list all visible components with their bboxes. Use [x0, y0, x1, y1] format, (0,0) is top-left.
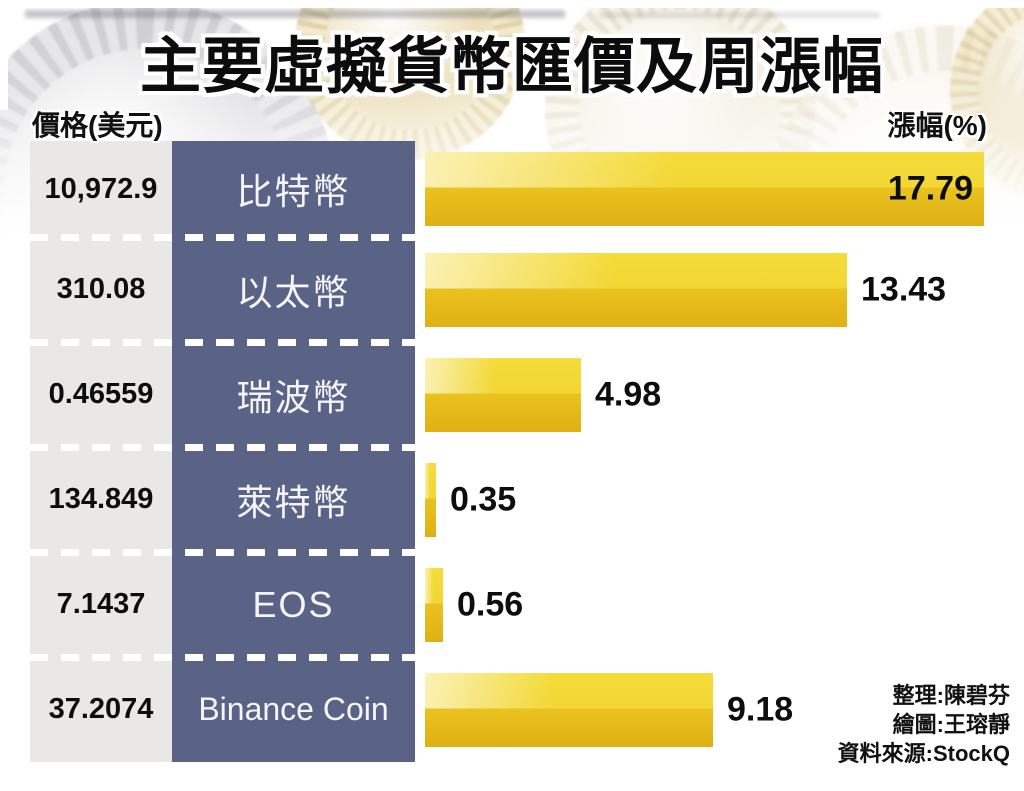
credit-source: 資料來源:StockQ: [837, 741, 1010, 766]
credit-illustrator: 繪圖:王瑢靜: [892, 712, 1010, 737]
currency-name: 以太幣: [172, 237, 415, 342]
change-value-label: 13.43: [861, 270, 947, 308]
currency-name: Binance Coin: [172, 657, 415, 762]
page-title: 主要虛擬貨幣匯價及周漲幅: [139, 32, 884, 100]
currency-name: 萊特幣: [172, 447, 415, 552]
bar-track: 0.56: [425, 552, 994, 657]
row-divider: [30, 654, 433, 661]
price-value: 310.08: [30, 237, 172, 342]
change-bar: 17.79: [425, 152, 984, 226]
price-value: 37.2074: [30, 657, 172, 762]
bar-track: 0.35: [425, 447, 994, 552]
table-row-eos: 7.1437 EOS 0.56: [30, 552, 994, 657]
change-bar: 9.18: [425, 672, 793, 747]
credits-block: 整理:陳碧芬 繪圖:王瑢靜 資料來源:StockQ: [838, 681, 1010, 768]
price-value: 134.849: [30, 447, 172, 552]
photo-frame-left: [0, 0, 8, 110]
price-value: 0.46559: [30, 342, 172, 447]
change-value-label: 4.98: [595, 375, 662, 413]
price-value: 10,972.9: [30, 141, 172, 237]
table-row-litecoin: 134.849 萊特幣 0.35: [30, 447, 994, 552]
credit-editor: 整理:陳碧芬: [892, 683, 1010, 708]
table-row-ripple: 0.46559 瑞波幣 4.98: [30, 342, 994, 447]
row-divider: [30, 549, 433, 556]
photo-frame-top: [0, 0, 1024, 8]
table-row-binance-coin: 37.2074 Binance Coin 9.18: [30, 657, 994, 762]
change-value-label: 9.18: [727, 690, 794, 728]
currency-name: EOS: [172, 552, 415, 657]
change-value-label: 0.56: [457, 585, 524, 623]
table-row-ethereum: 310.08 以太幣 13.43: [30, 237, 994, 342]
change-bar: 13.43: [425, 252, 946, 327]
currency-name: 瑞波幣: [172, 342, 415, 447]
row-divider: [30, 444, 433, 451]
price-value: 7.1437: [30, 552, 172, 657]
table-row-bitcoin: 10,972.9 比特幣 17.79: [30, 141, 994, 237]
currency-name: 比特幣: [172, 141, 415, 237]
bar-track: 9.18: [425, 657, 994, 762]
change-value-label: 17.79: [887, 169, 973, 208]
bar-track: 17.79: [425, 141, 994, 237]
bar-track: 4.98: [425, 342, 994, 447]
change-value-label: 0.35: [450, 480, 517, 518]
change-bar: 0.56: [425, 567, 523, 642]
price-column-header: 價格(美元): [32, 110, 163, 141]
change-column-header: 漲幅(%): [887, 110, 987, 141]
bar-track: 13.43: [425, 237, 994, 342]
change-bar: 0.35: [425, 462, 516, 537]
row-divider: [30, 234, 433, 241]
change-bar: 4.98: [425, 357, 661, 432]
row-divider: [30, 339, 433, 346]
crypto-chart-table: 10,972.9 比特幣 17.79 310.08 以太幣 13.43 0.46…: [30, 141, 994, 762]
